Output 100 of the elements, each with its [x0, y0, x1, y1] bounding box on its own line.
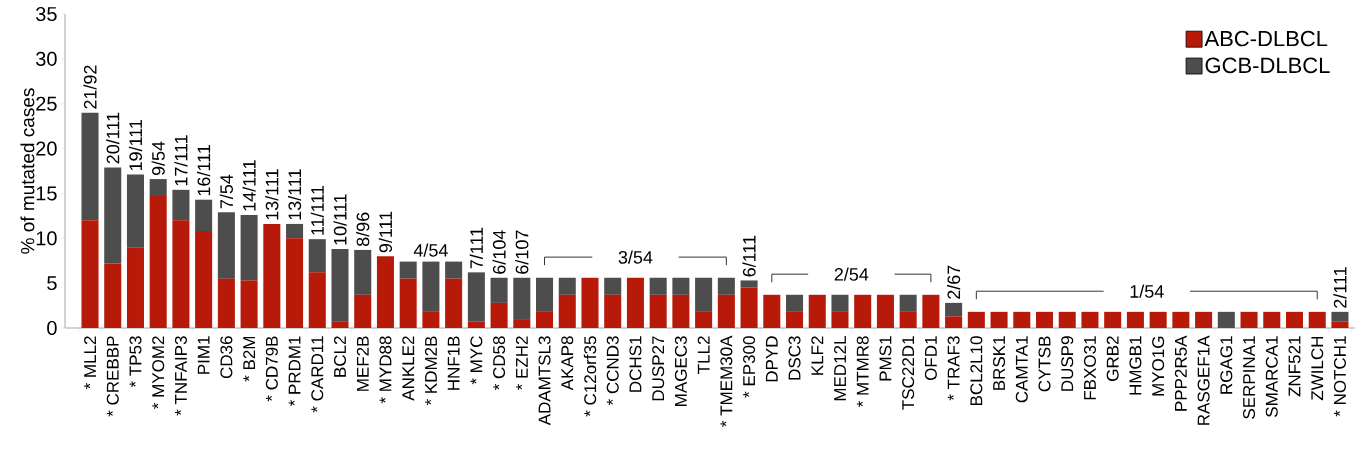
x-tick-label: * CCND3 — [606, 336, 619, 406]
x-tick-label: * PRDM1 — [288, 336, 301, 407]
annotation: 3/54 — [618, 250, 653, 264]
x-tick-label: PPP2R5A — [1174, 335, 1187, 411]
x-tick-label: KLF2 — [811, 336, 824, 375]
total-label: 2/67 — [946, 265, 961, 299]
x-tick-label: * CD79B — [265, 336, 278, 402]
total-label: 20/111 — [106, 112, 120, 164]
bar — [649, 277, 667, 295]
x-tick-label: * CREBBP — [106, 336, 119, 417]
x-tick-label: ADAMTSL3 — [538, 336, 551, 426]
x-tick-label: GRB2 — [1106, 336, 1119, 381]
x-tick-label: * MYD88 — [379, 336, 392, 404]
bar — [126, 174, 144, 248]
x-tick-label: ZNF521 — [1288, 336, 1301, 397]
x-tick-label: MYO1G — [1152, 336, 1165, 396]
bar — [672, 294, 690, 328]
x-tick-label: ANKLE2 — [402, 336, 415, 401]
y-tick-label: 0 — [47, 320, 57, 336]
bar — [581, 277, 599, 328]
bar — [490, 302, 508, 328]
total-label: 6/107 — [515, 230, 529, 274]
x-tick-label: BCL2 — [333, 336, 347, 377]
bar — [990, 311, 1008, 328]
bar — [263, 223, 281, 328]
bar — [740, 280, 758, 288]
y-tick-label: 30 — [36, 51, 57, 66]
bar — [490, 277, 508, 303]
bar — [331, 321, 349, 328]
y-tick-label: 10 — [36, 231, 57, 246]
y-tick-label: 15 — [36, 186, 57, 201]
bar — [286, 223, 304, 239]
bar — [786, 294, 804, 312]
bar — [354, 249, 372, 295]
x-tick-label: PMS1 — [879, 336, 892, 381]
total-label: 11/111 — [310, 185, 324, 235]
x-tick-label: DUSP9 — [1061, 336, 1074, 391]
bar — [1149, 311, 1167, 328]
total-label: 21/92 — [83, 65, 97, 109]
bar — [558, 294, 576, 328]
x-tick-label: * KDM2B — [424, 336, 437, 406]
bar — [513, 277, 531, 320]
x-tick-label: FBXO31 — [1083, 336, 1096, 400]
legend-label: GCB-DLBCL — [1205, 57, 1330, 74]
bar — [422, 261, 440, 312]
x-tick-label: * MLL2 — [84, 336, 96, 390]
x-tick-label: * EP300 — [743, 336, 756, 398]
x-tick-label: SERPINA1 — [1243, 336, 1256, 419]
bar — [717, 277, 735, 295]
x-tick-label: MED12L — [834, 336, 846, 401]
bar — [172, 189, 190, 221]
bar — [1217, 311, 1235, 328]
x-tick-label: OFD1 — [924, 336, 937, 381]
bar — [445, 261, 463, 279]
bar — [740, 287, 758, 328]
bar — [195, 231, 213, 328]
bar — [1126, 311, 1144, 328]
bar — [831, 294, 849, 312]
bar — [149, 179, 167, 197]
bar — [513, 319, 531, 328]
bar — [1013, 311, 1031, 328]
bar — [354, 294, 372, 328]
x-tick-label: * CARD11 — [311, 336, 324, 413]
bar — [240, 214, 258, 281]
x-tick-label: * TMEM30A — [720, 335, 733, 427]
x-tick-label: RASGEF1A — [1197, 335, 1210, 425]
bar — [1285, 311, 1304, 328]
bar — [536, 311, 554, 328]
bar — [81, 112, 99, 221]
bar — [1081, 311, 1099, 328]
legend-label: ABC-DLBCL — [1204, 30, 1328, 47]
bar — [763, 294, 781, 328]
x-tick-label: PIM1 — [197, 336, 210, 374]
total-label: 13/111 — [287, 169, 302, 220]
bar — [467, 272, 485, 322]
bar — [1331, 311, 1349, 322]
bar — [399, 278, 417, 328]
x-tick-label: TSC22D1 — [902, 336, 915, 410]
x-tick-label: BRSK1 — [993, 336, 1006, 390]
bar — [536, 277, 554, 312]
x-tick-label: HMGB1 — [1129, 336, 1142, 395]
bar — [808, 294, 826, 328]
total-label: 14/111 — [242, 160, 256, 211]
bar — [81, 220, 99, 328]
bar — [1240, 311, 1258, 328]
bar — [695, 277, 713, 312]
bar — [1104, 311, 1122, 328]
x-tick-label: * MTMR8 — [856, 336, 869, 408]
total-label: 13/111 — [265, 169, 279, 220]
x-tick-label: CAMTA1 — [1015, 336, 1028, 403]
x-tick-label: * EZH2 — [515, 336, 528, 391]
bar — [172, 220, 190, 328]
bar — [126, 247, 144, 328]
x-tick-label: * MYOM2 — [152, 336, 165, 409]
bar — [649, 294, 667, 328]
x-tick-label: BCL2L10 — [970, 336, 983, 406]
total-label: 9/111 — [378, 211, 393, 253]
x-tick-label: RGAG1 — [1220, 336, 1233, 394]
bar — [922, 294, 940, 328]
x-tick-label: * B2M — [243, 336, 256, 382]
